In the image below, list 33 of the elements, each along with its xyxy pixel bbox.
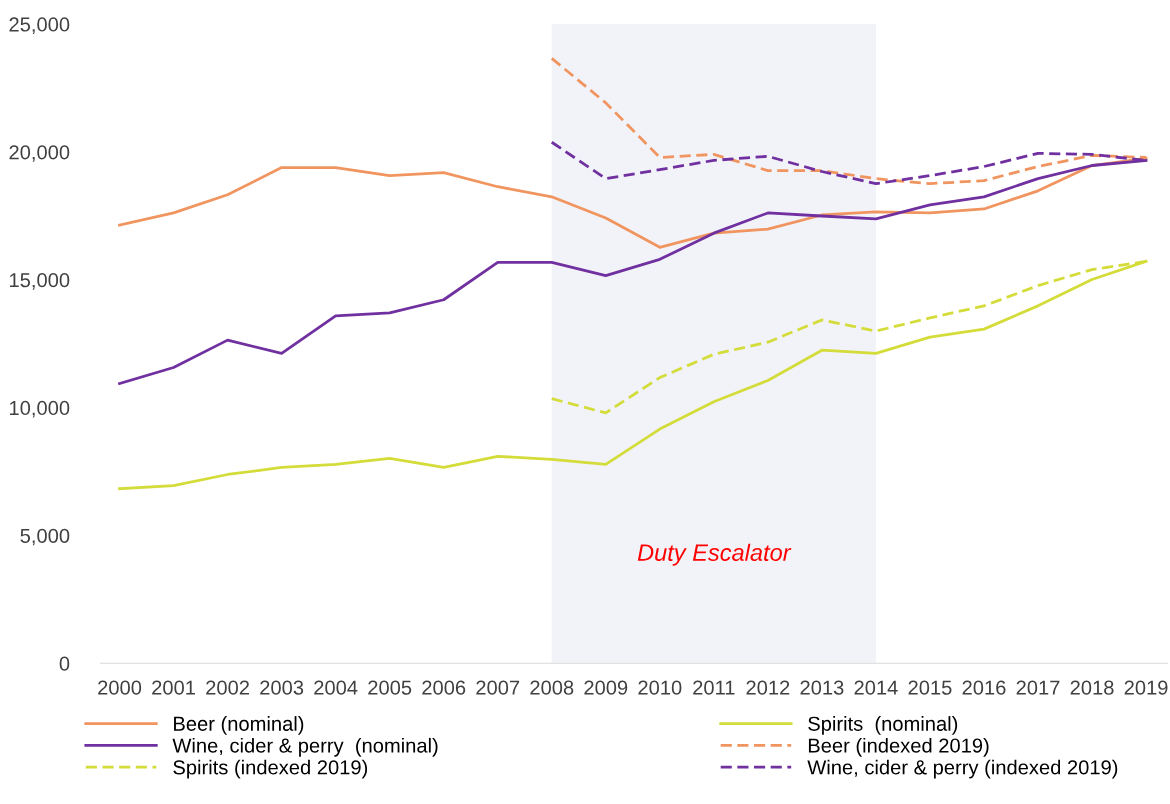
y-tick-label: 25,000 (9, 17, 70, 34)
x-tick-label: 2010 (638, 680, 682, 695)
x-tick-label: 2018 (1070, 680, 1114, 695)
legend-label: Beer (nominal) (174, 716, 304, 735)
x-tick-label: 2004 (314, 680, 358, 695)
x-tick-label: 2011 (693, 680, 735, 695)
x-tick-label: 2006 (422, 680, 466, 695)
y-tick-label: 10,000 (10, 400, 70, 418)
x-tick-label: 2003 (260, 680, 304, 695)
x-tick-label: 2002 (206, 680, 249, 695)
x-tick-label: 2019 (1124, 680, 1168, 695)
y-tick-label: 15,000 (10, 273, 70, 290)
x-tick-label: 2017 (1016, 680, 1060, 695)
y-tick-label: 0 (59, 656, 70, 671)
x-tick-label: 2016 (962, 680, 1006, 695)
x-tick-label: 2014 (854, 680, 898, 695)
x-tick-label: 2007 (476, 680, 520, 695)
x-tick-label: 2012 (746, 680, 790, 695)
x-tick-label: 2001 (152, 680, 195, 695)
x-tick-label: 2013 (800, 680, 844, 695)
legend-label: Wine, cider & perry (indexed 2019) (807, 759, 1118, 779)
legend-label: Beer (indexed 2019) (808, 737, 989, 757)
legend-label: Spirits (indexed 2019) (173, 759, 368, 779)
y-tick-label: 20,000 (9, 145, 70, 162)
x-tick-label: 2009 (584, 680, 628, 695)
x-tick-label: 2000 (98, 680, 142, 695)
band-label: Duty Escalator (637, 543, 792, 566)
y-tick-label: 5,000 (20, 528, 70, 546)
x-tick-label: 2008 (530, 680, 574, 695)
x-tick-label: 2015 (908, 680, 952, 695)
x-tick-label: 2005 (368, 680, 412, 695)
legend-label: Wine, cider & perry (nominal) (172, 737, 438, 757)
legend-label: Spirits (nominal) (808, 716, 958, 735)
